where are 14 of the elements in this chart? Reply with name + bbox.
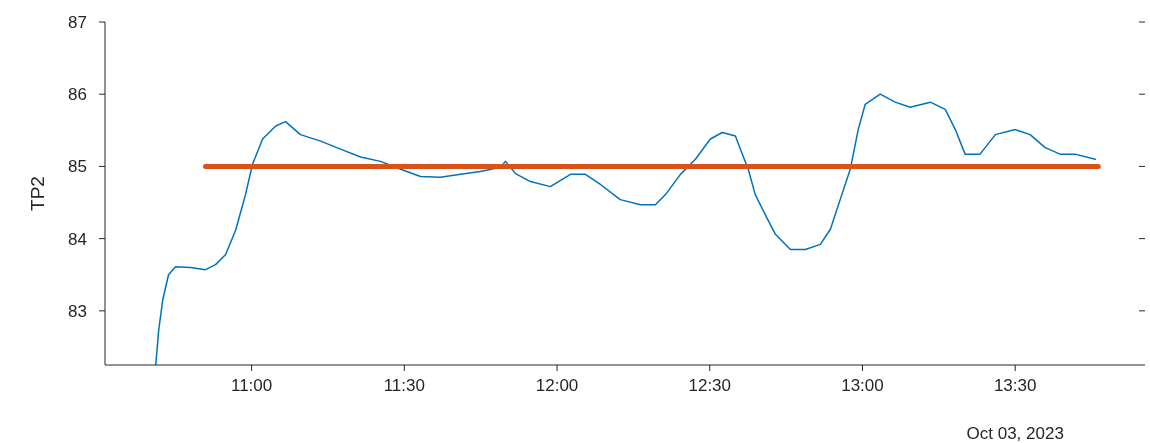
y-tick-label: 85 (68, 157, 87, 177)
y-tick-label: 83 (68, 301, 87, 321)
text: Oct 03, 2023 (966, 424, 1064, 443)
x-tick-label: 13:30 (993, 376, 1037, 395)
y-axis-title: TP2 (27, 176, 48, 211)
x-tick-label: 11:30 (383, 376, 425, 395)
y-tick-label: 87 (68, 12, 87, 32)
x-tick-label: 13:00 (841, 376, 884, 395)
line-series (154, 93, 1096, 365)
x-tick-label: 12:30 (688, 376, 732, 395)
y-tick-label: 86 (68, 85, 87, 105)
x-tick-label: 12:00 (535, 376, 579, 395)
x-tick-label: 11:00 (230, 376, 273, 395)
y-tick-label: 84 (68, 229, 87, 249)
